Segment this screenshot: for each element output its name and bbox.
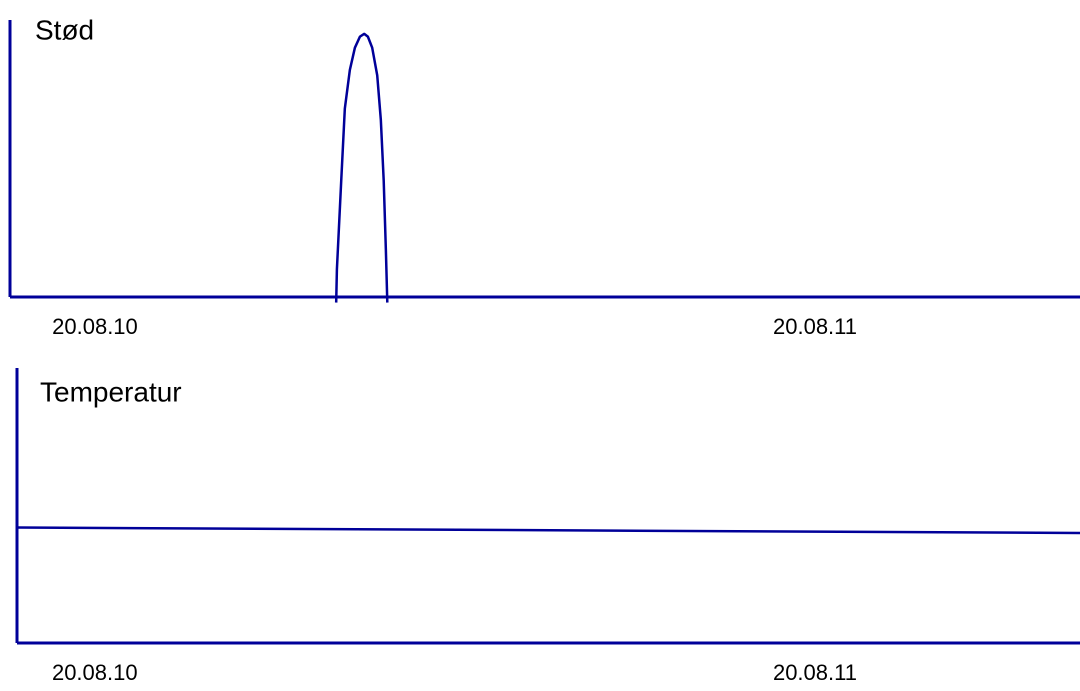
x-tick-label: 20.08.10: [52, 660, 138, 685]
chart-title: Temperatur: [40, 376, 182, 407]
x-tick-label: 20.08.10: [52, 314, 138, 339]
chart-title: Stød: [35, 14, 94, 45]
data-line: [16, 526, 1080, 535]
x-tick-label: 20.08.11: [773, 314, 857, 339]
x-tick-label: 20.08.11: [773, 660, 857, 685]
data-line: [334, 32, 389, 303]
